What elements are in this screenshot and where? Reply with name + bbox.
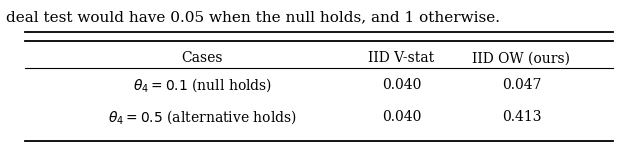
Text: IID OW (ours): IID OW (ours) [472, 51, 571, 65]
Text: deal test would have 0.05 when the null holds, and 1 otherwise.: deal test would have 0.05 when the null … [6, 10, 501, 24]
Text: $\theta_4 = 0.1$ (null holds): $\theta_4 = 0.1$ (null holds) [133, 76, 272, 94]
Text: 0.040: 0.040 [382, 110, 421, 124]
Text: 0.047: 0.047 [502, 78, 541, 92]
Text: 0.413: 0.413 [502, 110, 541, 124]
Text: 0.040: 0.040 [382, 78, 421, 92]
Text: Cases: Cases [181, 51, 223, 65]
Text: $\theta_4 = 0.5$ (alternative holds): $\theta_4 = 0.5$ (alternative holds) [108, 108, 296, 126]
Text: IID V-stat: IID V-stat [368, 51, 434, 65]
